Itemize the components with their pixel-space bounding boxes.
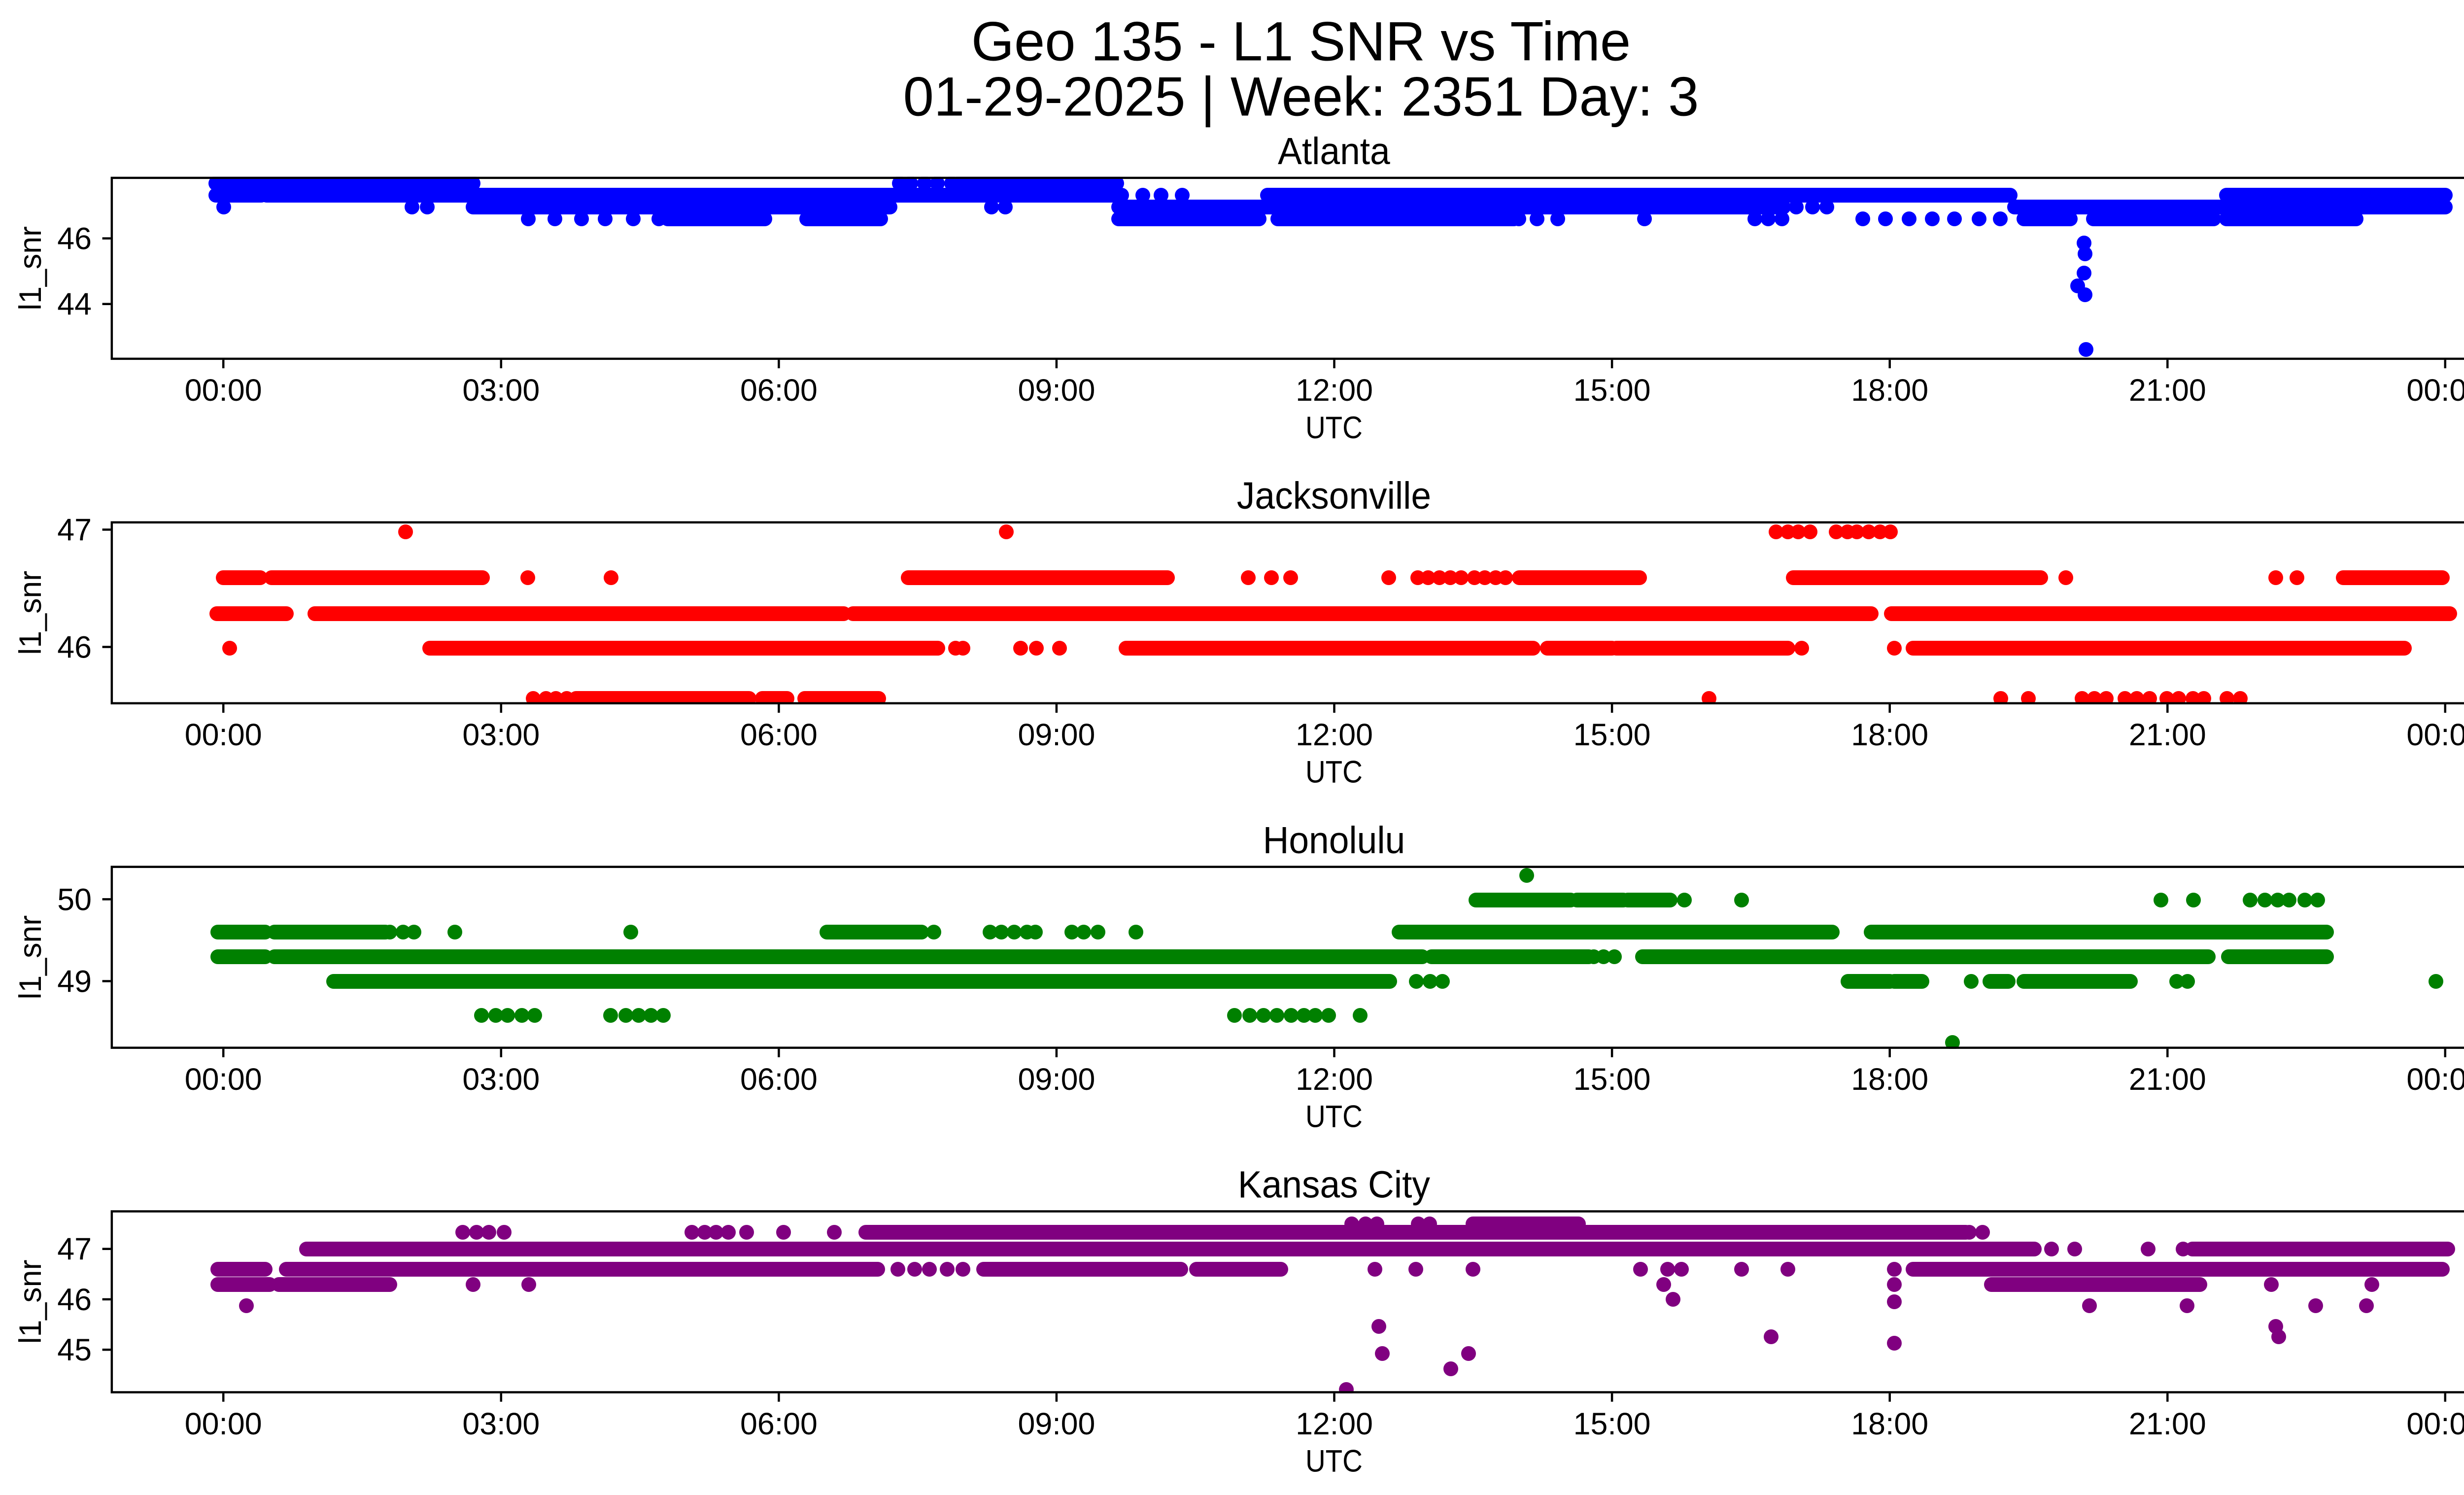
svg-text:03:00: 03:00	[462, 1407, 540, 1441]
svg-text:18:00: 18:00	[1851, 1062, 1928, 1097]
svg-text:03:00: 03:00	[462, 373, 540, 408]
svg-text:UTC: UTC	[1305, 1099, 1363, 1134]
svg-text:Atlanta: Atlanta	[1278, 130, 1390, 172]
svg-text:l1_snr: l1_snr	[13, 915, 48, 1000]
svg-text:15:00: 15:00	[1574, 1407, 1651, 1441]
svg-text:Geo 135 - L1 SNR vs Time: Geo 135 - L1 SNR vs Time	[971, 10, 1631, 72]
svg-text:15:00: 15:00	[1574, 718, 1651, 752]
svg-text:00:00: 00:00	[2406, 1062, 2464, 1097]
svg-text:15:00: 15:00	[1574, 373, 1651, 408]
svg-text:06:00: 06:00	[740, 373, 818, 408]
svg-text:06:00: 06:00	[740, 1407, 818, 1441]
svg-text:l1_snr: l1_snr	[13, 571, 48, 655]
svg-text:09:00: 09:00	[1018, 1062, 1095, 1097]
svg-text:09:00: 09:00	[1018, 718, 1095, 752]
svg-text:00:00: 00:00	[185, 1407, 262, 1441]
svg-text:12:00: 12:00	[1296, 1062, 1373, 1097]
svg-text:UTC: UTC	[1305, 1444, 1363, 1478]
svg-text:09:00: 09:00	[1018, 373, 1095, 408]
svg-text:12:00: 12:00	[1296, 373, 1373, 408]
svg-text:15:00: 15:00	[1574, 1062, 1651, 1097]
svg-text:06:00: 06:00	[740, 718, 818, 752]
svg-text:44: 44	[57, 287, 92, 322]
svg-text:Honolulu: Honolulu	[1263, 819, 1405, 861]
svg-text:18:00: 18:00	[1851, 373, 1928, 408]
svg-text:45: 45	[57, 1333, 92, 1367]
svg-text:09:00: 09:00	[1018, 1407, 1095, 1441]
svg-text:46: 46	[57, 222, 92, 256]
svg-text:18:00: 18:00	[1851, 718, 1928, 752]
svg-text:21:00: 21:00	[2129, 1407, 2206, 1441]
svg-text:00:00: 00:00	[2406, 373, 2464, 408]
svg-text:03:00: 03:00	[462, 718, 540, 752]
svg-text:21:00: 21:00	[2129, 373, 2206, 408]
svg-text:00:00: 00:00	[2406, 718, 2464, 752]
svg-text:Jacksonville: Jacksonville	[1237, 474, 1431, 517]
svg-text:46: 46	[57, 1283, 92, 1317]
svg-text:03:00: 03:00	[462, 1062, 540, 1097]
svg-text:12:00: 12:00	[1296, 1407, 1373, 1441]
svg-text:47: 47	[57, 1232, 92, 1267]
svg-text:00:00: 00:00	[185, 718, 262, 752]
svg-text:Kansas City: Kansas City	[1238, 1163, 1431, 1206]
svg-text:49: 49	[57, 965, 92, 999]
svg-text:l1_snr: l1_snr	[13, 226, 48, 311]
svg-text:18:00: 18:00	[1851, 1407, 1928, 1441]
svg-text:01-29-2025 | Week: 2351 Day: 3: 01-29-2025 | Week: 2351 Day: 3	[903, 66, 1699, 127]
svg-text:50: 50	[57, 882, 92, 917]
svg-text:46: 46	[57, 630, 92, 665]
svg-text:47: 47	[57, 513, 92, 548]
svg-text:21:00: 21:00	[2129, 718, 2206, 752]
svg-text:12:00: 12:00	[1296, 718, 1373, 752]
svg-text:21:00: 21:00	[2129, 1062, 2206, 1097]
svg-text:00:00: 00:00	[185, 1062, 262, 1097]
svg-text:UTC: UTC	[1305, 755, 1363, 789]
svg-text:00:00: 00:00	[185, 373, 262, 408]
svg-text:l1_snr: l1_snr	[13, 1260, 48, 1344]
svg-text:UTC: UTC	[1305, 410, 1363, 445]
svg-text:00:00: 00:00	[2406, 1407, 2464, 1441]
svg-text:06:00: 06:00	[740, 1062, 818, 1097]
